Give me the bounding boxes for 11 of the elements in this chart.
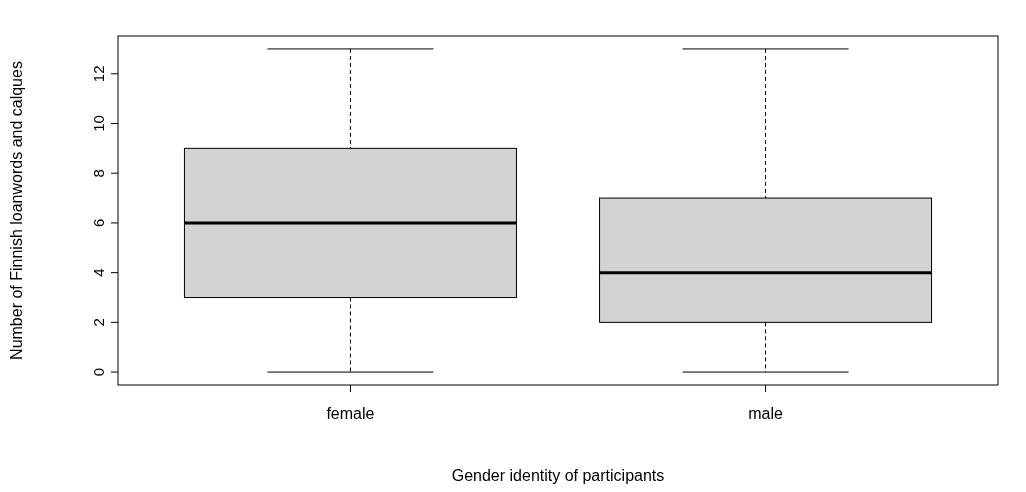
x-axis-title: Gender identity of participants	[451, 467, 665, 484]
x-tick-label: female	[326, 405, 375, 422]
y-tick-label: 4	[90, 268, 107, 277]
x-tick-label: male	[748, 405, 783, 422]
y-tick-label: 0	[90, 367, 107, 377]
y-tick-label: 2	[90, 318, 107, 327]
y-axis-title: Number of Finnish loanwords and calques	[8, 61, 25, 360]
y-tick-label: 8	[90, 169, 107, 178]
y-tick-label: 10	[90, 115, 107, 132]
y-tick-label: 12	[90, 65, 107, 83]
y-tick-label: 6	[90, 218, 107, 228]
